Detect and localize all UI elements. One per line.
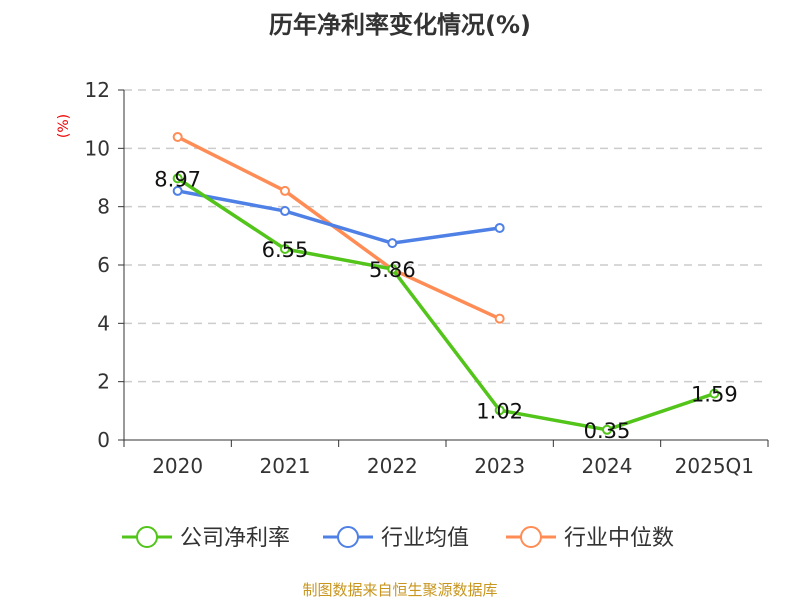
y-tick-label: 12 <box>85 78 110 102</box>
chart-title: 历年净利率变化情况(%) <box>269 11 531 39</box>
y-tick-label: 10 <box>85 136 110 160</box>
x-tick-label: 2021 <box>260 454 311 478</box>
data-point <box>172 131 183 142</box>
y-tick-label: 6 <box>97 253 110 277</box>
series-line <box>176 135 501 321</box>
legend-marker <box>520 526 542 548</box>
data-point <box>280 243 290 254</box>
x-tick-label: 2023 <box>474 454 525 478</box>
data-label: 6.55 <box>262 238 309 262</box>
data-point <box>494 405 505 416</box>
data-point <box>172 173 183 184</box>
data-point <box>602 424 612 435</box>
y-axis-label: (%) <box>56 114 72 138</box>
legend-label: 行业中位数 <box>564 526 674 551</box>
series-line <box>176 176 715 432</box>
source-note: 制图数据来自恒生聚源数据库 <box>302 581 497 599</box>
y-tick-label: 0 <box>97 428 110 452</box>
x-tick-label: 2022 <box>367 454 418 478</box>
x-tick-label: 2025Q1 <box>675 454 754 478</box>
series-line <box>177 189 500 245</box>
legend-marker <box>136 526 158 548</box>
data-label: 1.02 <box>476 399 523 423</box>
y-tick-label: 8 <box>97 195 110 219</box>
data-point <box>387 238 398 249</box>
x-tick-label: 2024 <box>582 454 633 478</box>
legend-label: 公司净利率 <box>180 526 290 551</box>
x-tick-label: 2020 <box>152 454 203 478</box>
data-point <box>280 185 290 196</box>
y-tick-label: 4 <box>97 311 110 335</box>
data-point <box>494 222 505 233</box>
data-label: 1.59 <box>691 383 738 407</box>
data-label: 8.97 <box>154 167 201 191</box>
data-label: 5.86 <box>369 258 416 282</box>
data-point <box>387 264 398 275</box>
data-point <box>172 185 183 196</box>
data-label: 0.35 <box>584 419 631 443</box>
y-tick-label: 2 <box>97 370 110 394</box>
data-point <box>494 313 505 324</box>
legend-label: 行业均值 <box>381 526 469 551</box>
data-point <box>280 206 290 217</box>
data-point <box>709 388 720 399</box>
legend-marker <box>337 526 359 548</box>
